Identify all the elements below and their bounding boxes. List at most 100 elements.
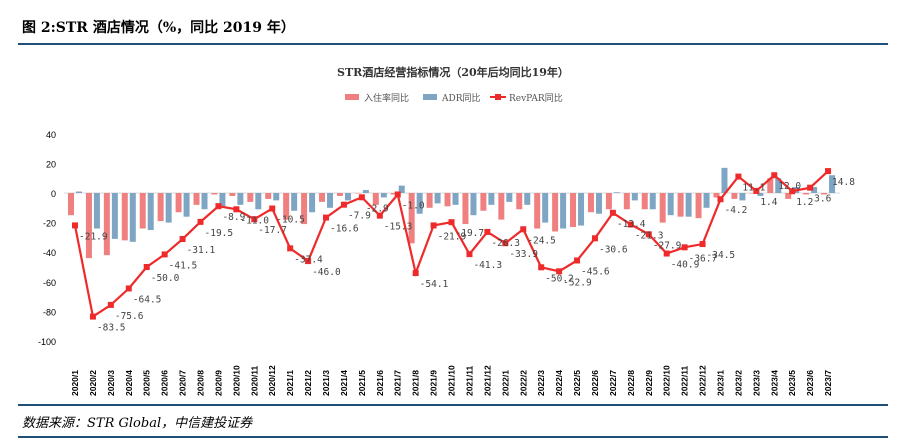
adr-bar bbox=[129, 193, 136, 242]
revpar-marker bbox=[412, 270, 419, 277]
revpar-data-label: 1.4 bbox=[760, 197, 777, 208]
revpar-data-label: -52.9 bbox=[563, 277, 592, 288]
occupancy-bar bbox=[587, 193, 594, 213]
occupancy-bar bbox=[480, 193, 487, 211]
x-tick-label: 2023/4 bbox=[769, 370, 779, 396]
mid-rule bbox=[18, 404, 888, 406]
x-tick-label: 2022/7 bbox=[608, 370, 618, 396]
occupancy-bar bbox=[641, 193, 648, 210]
x-tick-label: 2020/1 bbox=[70, 370, 80, 396]
x-tick-label: 2022/4 bbox=[554, 370, 564, 396]
occupancy-bar bbox=[283, 193, 290, 220]
x-tick-label: 2021/9 bbox=[429, 370, 439, 396]
adr-bar bbox=[542, 193, 549, 223]
revpar-marker bbox=[825, 168, 832, 175]
legend-swatch bbox=[423, 94, 437, 100]
chart-title: STR酒店经营指标情况（20年后均同比19年） bbox=[337, 65, 569, 79]
x-tick-label: 2021/12 bbox=[482, 365, 492, 396]
occupancy-bar bbox=[659, 193, 666, 223]
x-tick-label: 2020/12 bbox=[267, 365, 277, 396]
revpar-marker bbox=[305, 258, 312, 265]
revpar-data-label: -16.6 bbox=[330, 224, 359, 235]
x-tick-label: 2020/2 bbox=[88, 370, 98, 396]
revpar-marker bbox=[717, 196, 724, 203]
legend-label: RevPAR同比 bbox=[509, 92, 563, 104]
y-tick-label: 40 bbox=[46, 130, 56, 140]
revpar-marker bbox=[556, 268, 563, 275]
occupancy-bar bbox=[319, 193, 326, 202]
revpar-marker bbox=[466, 251, 473, 258]
occupancy-bar bbox=[570, 193, 577, 228]
revpar-data-label: -46.0 bbox=[312, 267, 341, 278]
revpar-data-label: -19.5 bbox=[205, 228, 234, 239]
x-tick-label: 2022/1 bbox=[500, 370, 510, 396]
x-tick-label: 2023/5 bbox=[787, 370, 797, 396]
adr-bar bbox=[434, 193, 441, 204]
y-tick-label: 0 bbox=[51, 189, 56, 199]
x-tick-label: 2022/12 bbox=[698, 365, 708, 396]
x-tick-label: 2023/3 bbox=[751, 370, 761, 396]
revpar-data-label: -2.9 bbox=[366, 203, 389, 214]
revpar-marker bbox=[538, 264, 545, 271]
revpar-marker bbox=[251, 216, 258, 223]
revpar-data-label: -41.3 bbox=[473, 260, 502, 271]
adr-bar bbox=[829, 175, 836, 193]
adr-bar bbox=[291, 193, 298, 211]
revpar-marker bbox=[753, 187, 760, 194]
bottom-rule bbox=[18, 436, 888, 438]
revpar-data-label: -21.3 bbox=[635, 231, 664, 242]
revpar-data-label: -21.9 bbox=[79, 231, 108, 242]
revpar-marker bbox=[574, 257, 581, 264]
occupancy-bar bbox=[85, 193, 92, 259]
adr-bar bbox=[595, 193, 602, 214]
adr-bar bbox=[76, 191, 82, 193]
revpar-data-label: -4.2 bbox=[724, 205, 747, 216]
occupancy-bar bbox=[247, 193, 254, 202]
occupancy-bar bbox=[516, 193, 523, 210]
revpar-marker bbox=[287, 245, 294, 252]
revpar-data-label: -27.9 bbox=[653, 240, 682, 251]
occupancy-bar bbox=[534, 193, 541, 229]
source-note: 数据来源：STR Global，中信建投证券 bbox=[22, 416, 253, 431]
occupancy-bar bbox=[103, 193, 110, 256]
revpar-data-label: -64.5 bbox=[133, 294, 162, 305]
adr-bar bbox=[219, 193, 226, 207]
revpar-data-label: 11.1 bbox=[742, 183, 765, 194]
revpar-data-label: -1.0 bbox=[402, 200, 425, 211]
legend-marker bbox=[495, 94, 501, 100]
revpar-marker bbox=[645, 231, 652, 238]
revpar-marker bbox=[591, 235, 598, 242]
x-tick-label: 2021/1 bbox=[285, 370, 295, 396]
revpar-marker bbox=[735, 173, 742, 180]
revpar-data-label: -17.7 bbox=[258, 225, 287, 236]
revpar-marker bbox=[340, 201, 347, 208]
revpar-marker bbox=[807, 184, 814, 191]
revpar-marker bbox=[520, 226, 527, 233]
legend: 入住率同比 ADR同比 RevPAR同比 bbox=[345, 92, 563, 104]
occupancy-bar bbox=[731, 193, 738, 199]
revpar-marker bbox=[161, 251, 168, 258]
occupancy-bar bbox=[68, 193, 74, 216]
adr-bar bbox=[685, 193, 692, 217]
revpar-marker bbox=[143, 264, 150, 270]
revpar-data-label: 1.2 bbox=[796, 197, 813, 208]
adr-bar bbox=[811, 187, 818, 193]
revpar-marker bbox=[323, 214, 330, 221]
adr-bar bbox=[273, 193, 280, 201]
x-tick-label: 2021/5 bbox=[357, 370, 367, 396]
adr-bar bbox=[201, 193, 208, 210]
adr-bar bbox=[470, 193, 477, 216]
revpar-data-label: -37.4 bbox=[294, 254, 323, 265]
x-tick-label: 2022/11 bbox=[680, 365, 690, 396]
x-tick-label: 2020/7 bbox=[178, 370, 188, 396]
x-tick-label: 2023/2 bbox=[733, 370, 743, 396]
x-tick-label: 2021/8 bbox=[411, 370, 421, 396]
occupancy-bar bbox=[605, 193, 612, 210]
y-tick-label: -20 bbox=[43, 219, 56, 229]
y-tick-label: -100 bbox=[38, 337, 56, 347]
occupancy-bar bbox=[336, 193, 343, 196]
x-tick-label: 2020/9 bbox=[213, 370, 223, 396]
x-tick-label: 2023/7 bbox=[823, 370, 833, 396]
occupancy-bar bbox=[695, 193, 702, 219]
